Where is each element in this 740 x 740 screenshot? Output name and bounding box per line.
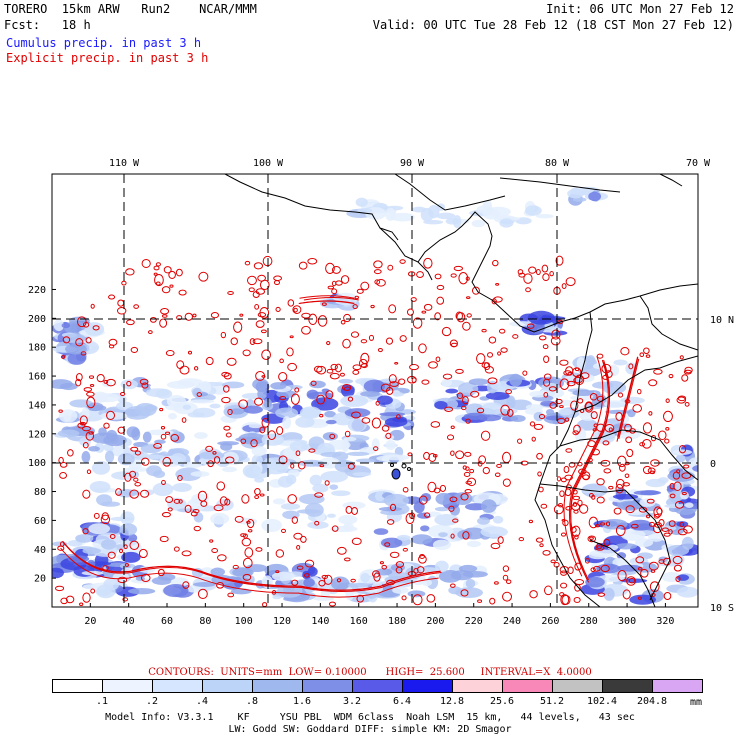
graticule xyxy=(52,174,698,607)
valid-time: Valid: 00 UTC Tue 28 Feb 12 (18 CST Mon … xyxy=(372,18,734,32)
precipitation-map: 110 W 100 W 90 W 80 W 70 W 10 N 0 10 S 220 200 180… xyxy=(28,158,734,627)
colorbar-swatch xyxy=(52,679,103,693)
cumulus-precip-label: Cumulus precip. in past 3 h xyxy=(6,36,202,50)
x-grid-label: 120 xyxy=(273,616,291,627)
colorbar-swatch xyxy=(652,679,703,693)
y-grid-label: 100 xyxy=(28,458,46,469)
y-grid-label: 40 xyxy=(34,545,46,556)
x-grid-label: 140 xyxy=(311,616,329,627)
x-grid-label: 280 xyxy=(580,616,598,627)
y-grid-label: 120 xyxy=(28,429,46,440)
y-grid-label: 20 xyxy=(34,574,46,585)
x-grid-label: 100 xyxy=(235,616,253,627)
colorbar-label: 102.4 xyxy=(586,696,618,707)
y-grid-label: 60 xyxy=(34,516,46,527)
coastlines xyxy=(224,174,698,607)
y-grid-label: 220 xyxy=(28,285,46,296)
colorbar-swatch xyxy=(302,679,353,693)
colorbar-label: 3.2 xyxy=(342,696,362,707)
y-grid-label: 80 xyxy=(34,487,46,498)
x-grid-label: 320 xyxy=(656,616,674,627)
lat-label: 10 S xyxy=(710,603,734,614)
y-grid-label: 180 xyxy=(28,343,46,354)
colorbar-label: 25.6 xyxy=(489,696,515,707)
colorbar-label: .2 xyxy=(145,696,159,707)
colorbar-label: 1.6 xyxy=(292,696,312,707)
explicit-precip-layer xyxy=(55,255,693,607)
x-grid-label: 300 xyxy=(618,616,636,627)
lon-label: 100 W xyxy=(253,158,284,169)
axis-ticks xyxy=(52,288,666,607)
colorbar-swatch xyxy=(352,679,403,693)
init-time: Init: 06 UTC Mon 27 Feb 12 xyxy=(546,2,734,16)
colorbar-swatch xyxy=(152,679,203,693)
colorbar-label: .4 xyxy=(195,696,209,707)
colorbar-swatch xyxy=(602,679,653,693)
x-grid-label: 160 xyxy=(350,616,368,627)
x-grid-label: 180 xyxy=(388,616,406,627)
lat-label: 0 xyxy=(710,459,716,470)
colorbar-swatch xyxy=(252,679,303,693)
colorbar-label: 204.8 xyxy=(636,696,668,707)
x-grid-label: 220 xyxy=(465,616,483,627)
lon-label: 70 W xyxy=(686,158,711,169)
colorbar-label: 12.8 xyxy=(439,696,465,707)
y-grid-label: 160 xyxy=(28,372,46,383)
colorbar-label: 6.4 xyxy=(392,696,412,707)
model-info: Model Info: V3.3.1 KF YSU PBL WDM 6class… xyxy=(105,712,635,723)
map-frame xyxy=(51,173,699,608)
x-grid-label: 240 xyxy=(503,616,521,627)
lat-label: 10 N xyxy=(710,315,734,326)
colorbar-label: .8 xyxy=(245,696,259,707)
x-grid-label: 20 xyxy=(84,616,96,627)
colorbar-swatch xyxy=(552,679,603,693)
lon-label: 110 W xyxy=(109,158,140,169)
colorbar-unit: mm xyxy=(690,697,703,708)
forecast-hour: Fcst: 18 h xyxy=(4,18,91,32)
colorbar-swatch xyxy=(102,679,153,693)
x-grid-label: 200 xyxy=(426,616,444,627)
x-grid-label: 80 xyxy=(199,616,211,627)
lon-label: 90 W xyxy=(400,158,425,169)
colorbar-swatch xyxy=(502,679,553,693)
colorbar-swatch xyxy=(402,679,453,693)
physics-info: LW: Godd SW: Goddard DIFF: simple KM: 2D… xyxy=(228,724,512,735)
x-grid-label: 40 xyxy=(123,616,135,627)
model-title: TORERO 15km ARW Run2 NCAR/MMM xyxy=(4,2,257,16)
colorbar-label: 51.2 xyxy=(539,696,565,707)
explicit-precip-label: Explicit precip. in past 3 h xyxy=(6,51,209,65)
y-grid-label: 200 xyxy=(28,314,46,325)
colorbar-label: .1 xyxy=(95,696,109,707)
x-grid-label: 60 xyxy=(161,616,173,627)
colorbar-swatch xyxy=(202,679,253,693)
y-grid-label: 140 xyxy=(28,400,46,411)
lon-label: 80 W xyxy=(545,158,570,169)
x-grid-label: 260 xyxy=(541,616,559,627)
contours-info: CONTOURS: UNITS=mm LOW= 0.10000 HIGH= 25… xyxy=(148,667,592,678)
colorbar-swatch xyxy=(452,679,503,693)
